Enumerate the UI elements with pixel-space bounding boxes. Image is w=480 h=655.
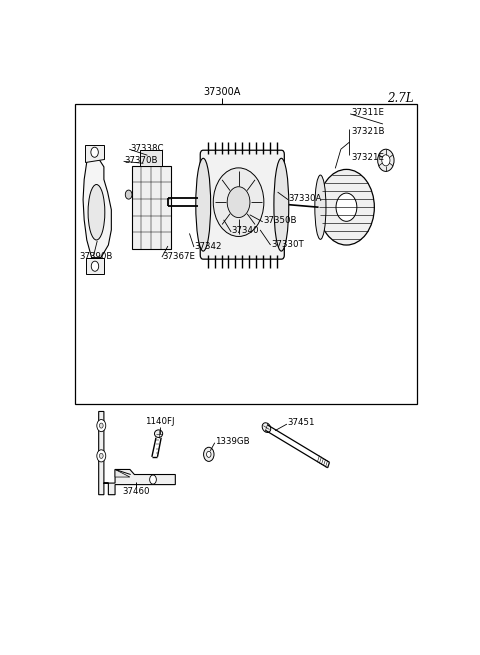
Circle shape: [150, 475, 156, 484]
Text: 37321E: 37321E: [351, 153, 384, 162]
Text: 37330T: 37330T: [271, 240, 304, 248]
Circle shape: [91, 261, 99, 271]
Circle shape: [319, 170, 374, 245]
Text: 37340: 37340: [232, 227, 259, 235]
Circle shape: [227, 187, 250, 217]
Text: 37338C: 37338C: [130, 143, 163, 153]
Text: 37330A: 37330A: [289, 194, 322, 203]
Circle shape: [125, 190, 132, 199]
Ellipse shape: [262, 422, 271, 432]
Text: 1339GB: 1339GB: [216, 438, 250, 446]
Circle shape: [99, 423, 103, 428]
Circle shape: [382, 155, 390, 166]
Circle shape: [206, 451, 211, 457]
Polygon shape: [115, 470, 130, 477]
Circle shape: [97, 450, 106, 462]
Text: 37370B: 37370B: [124, 156, 158, 165]
Text: 37321B: 37321B: [351, 127, 384, 136]
Ellipse shape: [196, 159, 211, 251]
Text: 37342: 37342: [195, 242, 222, 251]
Text: 37390B: 37390B: [79, 252, 113, 261]
Polygon shape: [83, 159, 111, 257]
Text: 37350B: 37350B: [264, 216, 297, 225]
Text: 37311E: 37311E: [351, 108, 384, 117]
Circle shape: [91, 147, 98, 157]
Circle shape: [336, 193, 357, 221]
Ellipse shape: [315, 175, 326, 239]
FancyBboxPatch shape: [200, 150, 284, 259]
Text: 2.7L: 2.7L: [387, 92, 413, 105]
Text: 37367E: 37367E: [163, 252, 196, 261]
Ellipse shape: [88, 185, 105, 240]
Text: 1140FJ: 1140FJ: [145, 417, 174, 426]
Circle shape: [378, 149, 394, 172]
Circle shape: [97, 420, 106, 432]
Text: 37460: 37460: [122, 487, 150, 496]
Bar: [132, 166, 171, 249]
Text: 37451: 37451: [288, 418, 315, 427]
Bar: [75, 104, 417, 404]
Polygon shape: [99, 411, 175, 495]
Circle shape: [213, 168, 264, 236]
Polygon shape: [85, 145, 104, 162]
Ellipse shape: [274, 159, 289, 251]
Circle shape: [99, 453, 103, 458]
Ellipse shape: [155, 430, 163, 438]
Bar: [140, 151, 162, 166]
Circle shape: [204, 447, 214, 461]
Text: 37300A: 37300A: [203, 87, 240, 97]
Polygon shape: [86, 257, 104, 274]
